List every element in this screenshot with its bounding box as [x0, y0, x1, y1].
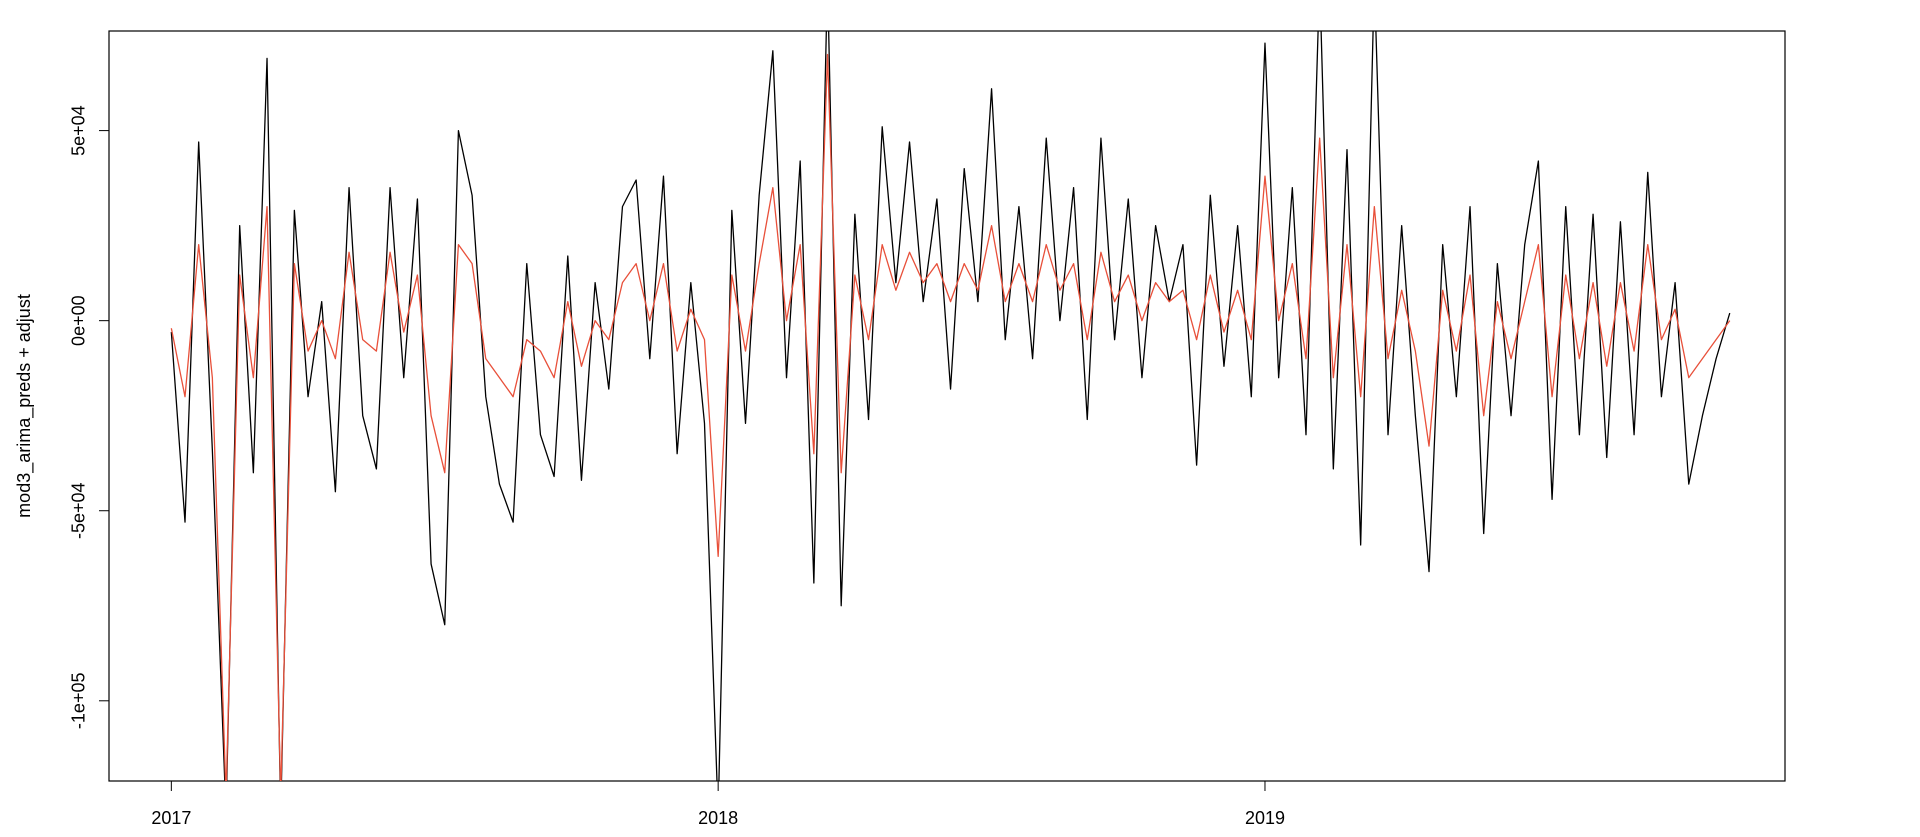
- y-axis-title: mod3_arima_preds + adjust: [14, 294, 35, 518]
- x-tick-label: 2018: [698, 808, 738, 828]
- plot-box: [108, 30, 1786, 782]
- y-tick-label: 0e+00: [69, 295, 89, 346]
- y-tick-label: 5e+04: [69, 105, 89, 156]
- x-tick-label: 2019: [1245, 808, 1285, 828]
- y-tick-label: -1e+05: [69, 673, 89, 730]
- series-line: [170, 31, 1731, 781]
- y-tick-label: -5e+04: [69, 482, 89, 539]
- x-tick-label: 2017: [151, 808, 191, 828]
- series-line: [170, 53, 1731, 781]
